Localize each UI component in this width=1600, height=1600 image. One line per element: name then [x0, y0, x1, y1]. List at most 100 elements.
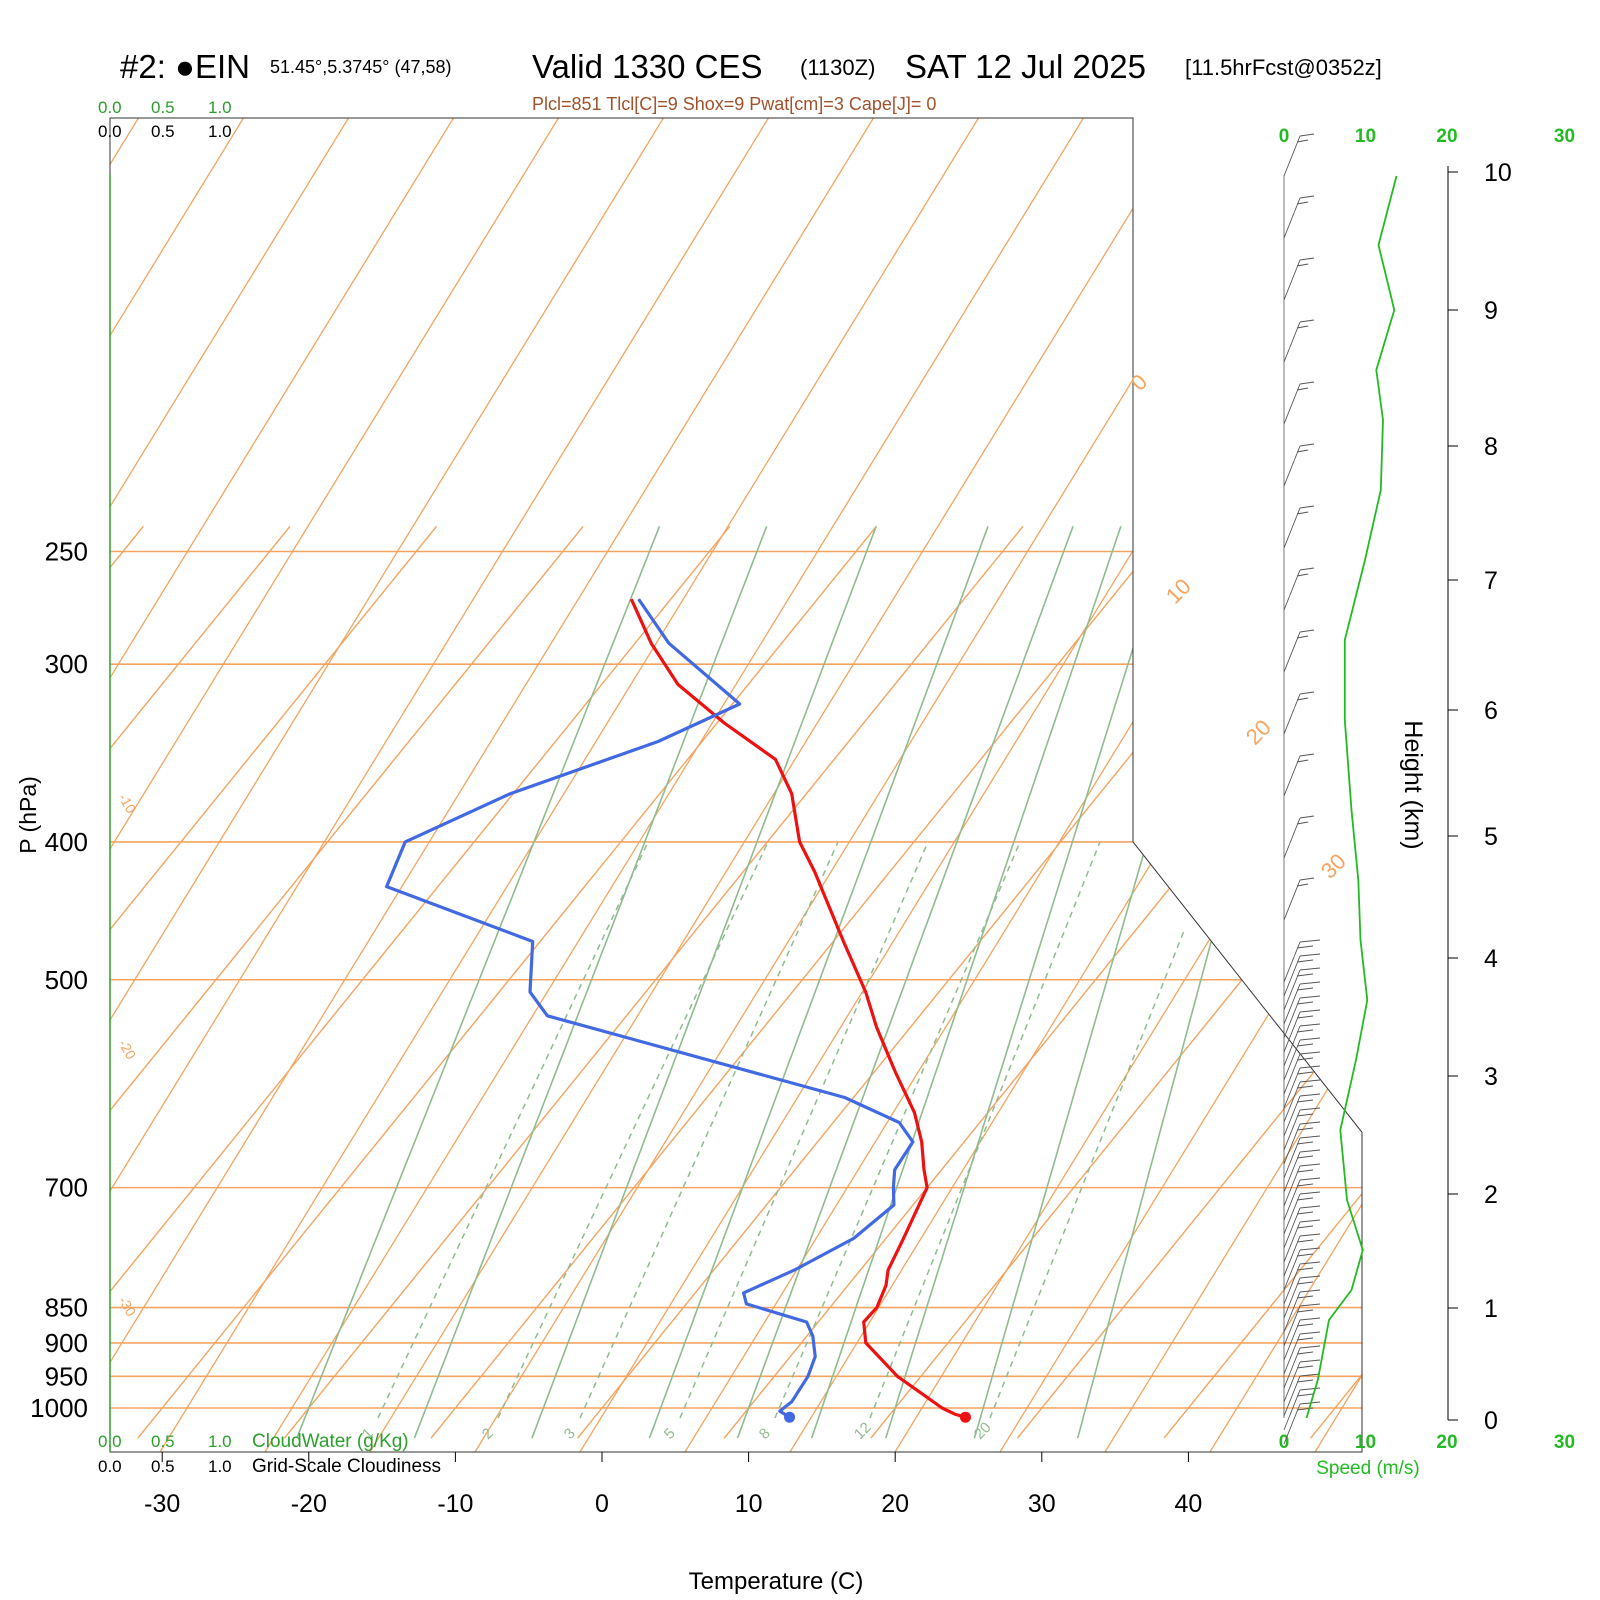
temperature-tick-label: 40 — [1174, 1490, 1202, 1518]
isotherm-line — [870, 525, 1362, 1439]
wind-barb-flag — [1296, 973, 1314, 977]
wind-barb — [1283, 1333, 1301, 1375]
isotherm-label: 0 — [1126, 369, 1152, 395]
temperature-tick-label: 0 — [595, 1490, 609, 1518]
isotherm-line — [723, 525, 1362, 1439]
wind-barb-flag — [1299, 1051, 1321, 1055]
adiabat-line — [474, 118, 1301, 1452]
wind-barb-flag — [1296, 1057, 1314, 1061]
wind-barb — [1283, 197, 1301, 239]
wind-barb-flag — [1296, 635, 1309, 639]
wind-barb — [1283, 1109, 1301, 1151]
forecast-info: [11.5hrFcst@0352z] — [1185, 55, 1382, 80]
wind-barb — [1283, 817, 1301, 859]
mixing-ratio-line — [774, 841, 1021, 1419]
pressure-tick-label: 1000 — [30, 1393, 88, 1423]
wind-barb — [1283, 259, 1301, 301]
isotherm-line — [137, 525, 877, 1439]
pressure-tick-label: 700 — [45, 1173, 88, 1203]
wind-barb-flag — [1296, 1127, 1314, 1131]
cloud-scale-bottom-green: 1.0 — [208, 1432, 232, 1451]
wind-barb-flag — [1299, 995, 1321, 999]
isotherm-line — [1163, 525, 1362, 1439]
wind-barb — [1283, 983, 1301, 1025]
wind-barb-flag — [1296, 1337, 1314, 1341]
wind-barb — [1283, 755, 1301, 797]
wind-barb-flag — [1296, 1015, 1314, 1019]
wind-barb-flag — [1296, 1113, 1314, 1117]
wind-barb-flag — [1299, 1121, 1321, 1125]
station-coords: 51.45°,5.3745° (47,58) — [270, 57, 452, 77]
wind-barb — [1283, 507, 1301, 549]
wind-barb-flag — [1299, 1149, 1321, 1153]
height-tick-label: 0 — [1484, 1407, 1498, 1435]
wind-barb-flag — [1299, 1317, 1321, 1321]
temperature-tick-label: 10 — [735, 1490, 763, 1518]
wind-barb — [1283, 941, 1301, 983]
wind-barb — [1283, 1375, 1301, 1417]
isotherm-line — [577, 525, 1317, 1439]
wind-barb — [1283, 1053, 1301, 1095]
wind-barb — [1283, 1095, 1301, 1137]
wind-barb-flag — [1299, 1275, 1321, 1279]
moist-adiabat-line — [296, 526, 661, 1439]
speed-tick-label-bottom: 30 — [1554, 1432, 1575, 1453]
wind-barb-flag — [1299, 753, 1315, 757]
temperature-tick-label: -30 — [144, 1490, 180, 1518]
wind-barb-flag — [1296, 945, 1314, 949]
temperature-line — [629, 598, 966, 1419]
adiabat-line — [1104, 118, 1362, 1452]
cloud-scale-top-black: 0.0 — [98, 122, 122, 141]
sounding-indices: Plcl=851 Tlcl[C]=9 Shox=9 Pwat[cm]=3 Cap… — [532, 94, 937, 114]
cloud-scale-top-green: 1.0 — [208, 98, 232, 117]
wind-barb-flag — [1296, 1365, 1314, 1369]
wind-barb — [1283, 1305, 1301, 1347]
wind-barb-flag — [1296, 1253, 1314, 1257]
wind-barb-flag — [1296, 263, 1309, 267]
cloud-scale-bottom-green: 0.5 — [151, 1432, 175, 1451]
wind-barb — [1283, 1403, 1301, 1445]
wind-barb-flag — [1299, 381, 1315, 385]
moist-adiabat-line — [648, 526, 989, 1439]
wind-speed-line — [1305, 175, 1398, 1419]
mixing-ratio-line — [989, 927, 1186, 1419]
height-tick-label: 6 — [1484, 697, 1498, 725]
isotherm-line — [110, 525, 438, 1439]
isotherm-line — [1310, 525, 1362, 1439]
wind-barb-flag — [1299, 1303, 1321, 1307]
speed-tick-label-top: 0 — [1279, 126, 1290, 147]
wind-barb-flag — [1296, 1141, 1314, 1145]
wind-barb — [1283, 1081, 1301, 1123]
temperature-line-surface-marker — [959, 1411, 971, 1423]
wind-barb — [1283, 1361, 1301, 1403]
adiabat-line — [789, 118, 1362, 1452]
wind-barb-flag — [1296, 1085, 1314, 1089]
adiabat-line — [369, 118, 1196, 1452]
wind-barb-flag — [1296, 201, 1309, 205]
moist-adiabat-line — [973, 526, 1240, 1439]
wind-barb-flag — [1299, 1345, 1321, 1349]
wind-barb-flag — [1299, 1107, 1321, 1111]
wind-barb-flag — [1299, 1191, 1321, 1195]
wind-barb — [1283, 955, 1301, 997]
pressure-axis-title: P (hPa) — [15, 776, 41, 854]
adiabat-line — [1420, 108, 1600, 1452]
wind-barb — [1283, 1207, 1301, 1249]
pressure-tick-label: 950 — [45, 1361, 88, 1391]
wind-barb-flag — [1296, 759, 1309, 763]
wind-barb-flag — [1296, 1071, 1314, 1075]
adiabat-line — [110, 118, 356, 1452]
isotherm-label: -20 — [115, 1037, 139, 1063]
moist-adiabat-line — [736, 526, 1074, 1439]
wind-barb — [1283, 879, 1301, 921]
wind-barb-flag — [1296, 883, 1309, 887]
wind-barb-flag — [1299, 319, 1315, 323]
adiabat-line — [1209, 118, 1362, 1452]
dewpoint-line — [385, 598, 915, 1419]
wind-barb-flag — [1296, 697, 1309, 701]
mixing-ratio-line — [869, 841, 1101, 1419]
adiabat-line — [110, 118, 671, 1452]
wind-barb-flag — [1296, 1155, 1314, 1159]
pressure-tick-label: 250 — [45, 537, 88, 567]
adiabat-line — [159, 118, 986, 1452]
